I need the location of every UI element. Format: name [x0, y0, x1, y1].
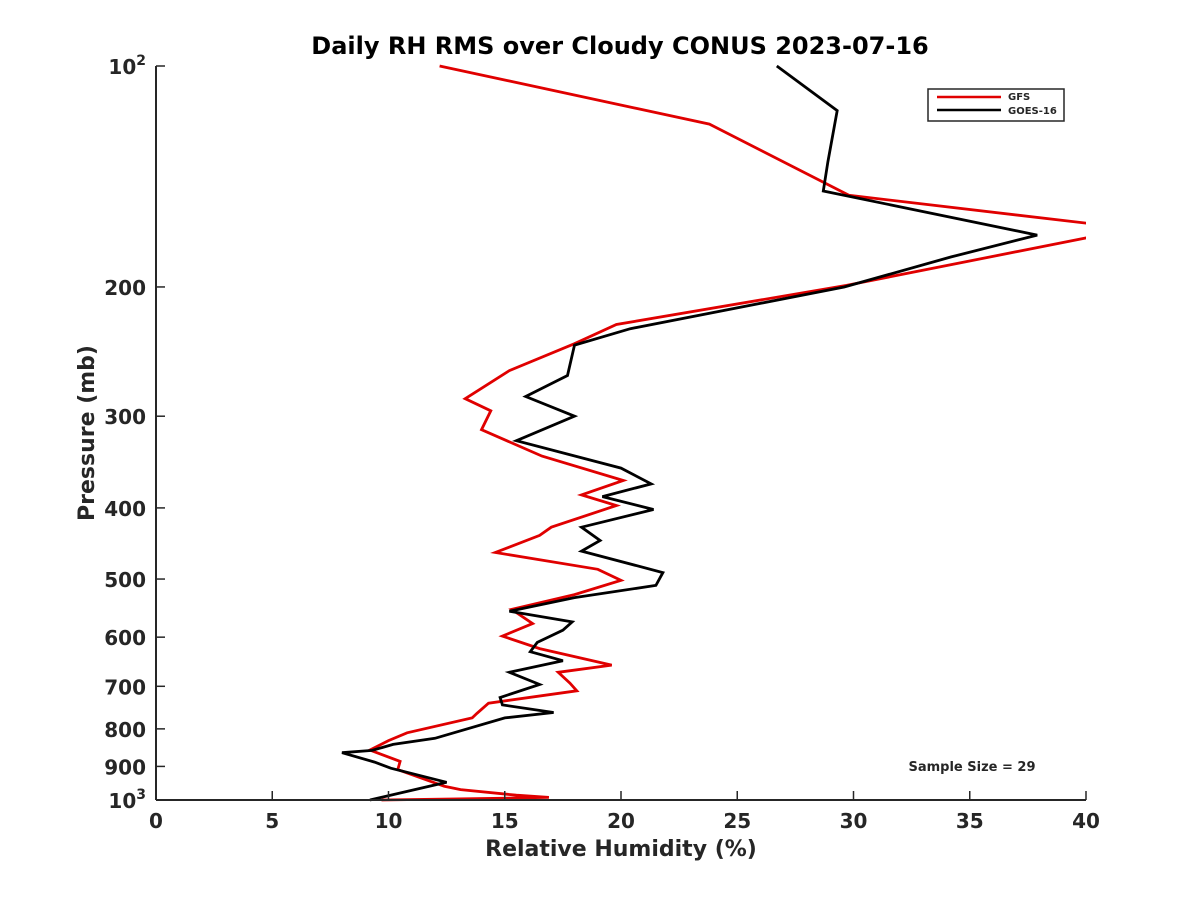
- x-tick-label: 25: [723, 809, 751, 833]
- x-tick-label: 0: [149, 809, 163, 833]
- y-tick-label: 800: [104, 718, 146, 742]
- chart-title: Daily RH RMS over Cloudy CONUS 2023-07-1…: [311, 32, 928, 60]
- x-tick-label: 15: [491, 809, 519, 833]
- sample-size-annotation: Sample Size = 29: [908, 760, 1035, 775]
- y-tick-label: 600: [104, 626, 146, 650]
- x-tick-label: 20: [607, 809, 635, 833]
- x-axis-label: Relative Humidity (%): [485, 837, 757, 862]
- y-tick-label: 103: [108, 787, 146, 813]
- x-tick-label: 5: [265, 809, 279, 833]
- y-tick-label: 400: [104, 497, 146, 521]
- y-tick-label: 700: [104, 675, 146, 699]
- y-axis-label: Pressure (mb): [75, 345, 100, 521]
- x-tick-label: 10: [375, 809, 403, 833]
- y-tick-label: 102: [108, 53, 146, 79]
- legend-label-goes16: GOES-16: [1008, 106, 1057, 117]
- legend-box: [927, 88, 1065, 122]
- y-tick-label: 200: [104, 276, 146, 300]
- legend: GFS GOES-16: [927, 88, 1065, 122]
- y-ticks: 102 200 300 400 500 600 700 800 900 103: [104, 53, 165, 813]
- legend-label-gfs: GFS: [1008, 92, 1030, 103]
- series-layer: [341, 64, 1086, 802]
- x-tick-label: 30: [840, 809, 868, 833]
- x-tick-label: 40: [1072, 809, 1100, 833]
- series-line-gfs: [366, 64, 1086, 802]
- y-tick-label: 300: [104, 405, 146, 429]
- x-ticks: 0 5 10 15 20 25 30 35 40: [149, 791, 1100, 833]
- series-line-goes16: [341, 64, 1038, 802]
- y-tick-label: 900: [104, 755, 146, 779]
- x-tick-label: 35: [956, 809, 984, 833]
- y-tick-label: 500: [104, 568, 146, 592]
